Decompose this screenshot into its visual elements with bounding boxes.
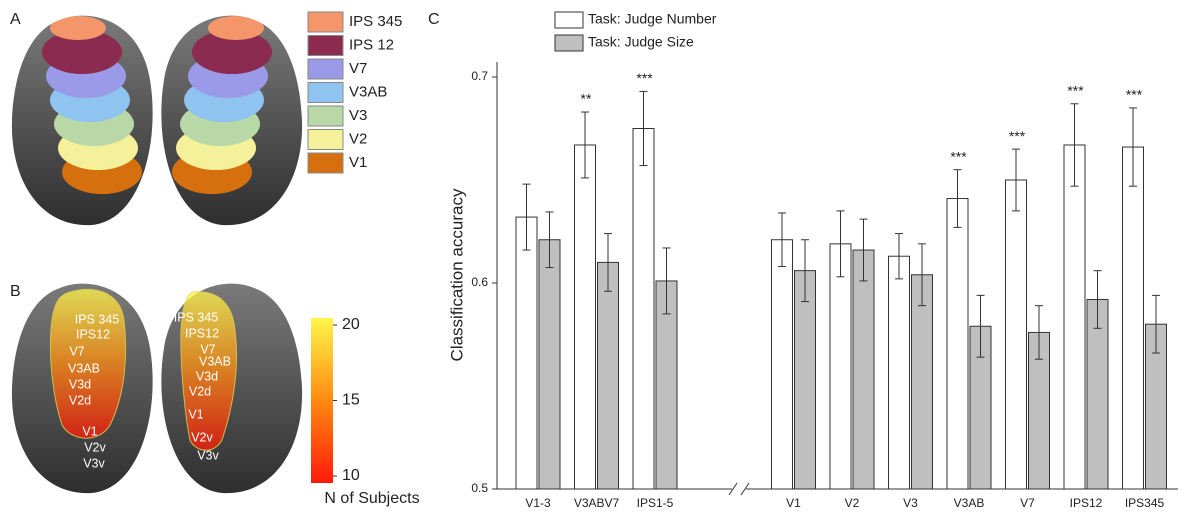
- legend-label: V3: [349, 107, 367, 124]
- roi-label: IPS 345: [75, 312, 120, 326]
- bar: [794, 270, 816, 490]
- bar: [1122, 146, 1144, 490]
- region: [42, 30, 122, 74]
- regions-left: [42, 16, 142, 194]
- bar: [829, 243, 852, 490]
- roi-label: V3v: [197, 448, 219, 462]
- roi-label: V3d: [196, 369, 218, 383]
- x-tick-label: V2: [845, 496, 860, 510]
- legend-swatch: [307, 152, 344, 174]
- legend-swatch: [307, 35, 344, 56]
- bar: [515, 216, 538, 490]
- region: [208, 16, 264, 40]
- region: [192, 30, 272, 74]
- panel-label: C: [428, 11, 440, 28]
- bar: [574, 144, 596, 490]
- y-axis-label: Classification accuracy: [447, 188, 466, 361]
- roi-label: V2d: [69, 393, 91, 407]
- region: [50, 16, 106, 40]
- bar: [852, 249, 875, 490]
- bar: [597, 261, 619, 490]
- x-tick-label: V1: [786, 496, 801, 510]
- bar: [888, 255, 910, 490]
- x-tick-label: V7: [1020, 496, 1035, 510]
- panel-label: A: [10, 11, 21, 28]
- colorbar: [311, 318, 333, 483]
- legend-label: V7: [349, 60, 367, 77]
- significance: ***: [950, 148, 967, 164]
- legend-swatch: [307, 58, 344, 80]
- regions-right: [172, 16, 272, 194]
- significance: **: [581, 91, 592, 107]
- roi-label: IPS 345: [174, 310, 219, 324]
- roi-label: V2v: [84, 440, 106, 454]
- y-tick-label: 0.6: [471, 275, 488, 289]
- roi-label: V3AB: [199, 354, 231, 368]
- roi-label: V2d: [189, 384, 211, 398]
- roi-label: V7: [200, 342, 215, 356]
- bar: [946, 198, 969, 490]
- colorbar-tick-label: 20: [342, 316, 360, 333]
- axis-break: [740, 482, 750, 496]
- roi-label: V3AB: [68, 361, 100, 375]
- roi-label: V1: [82, 424, 97, 438]
- roi-label: V3v: [83, 456, 105, 470]
- legend-label: V3AB: [349, 83, 387, 100]
- x-tick-label: V1-3: [525, 496, 551, 510]
- x-tick-label: IPS12: [1070, 496, 1103, 510]
- roi-label: V7: [69, 344, 84, 358]
- roi-label: V3d: [69, 377, 91, 391]
- legend-swatch: [307, 82, 344, 103]
- activation: [180, 291, 238, 451]
- legend-swatch: [554, 34, 584, 52]
- colorbar-tick-label: 15: [342, 392, 360, 409]
- x-tick-label: V3: [903, 496, 918, 510]
- legend-swatch: [307, 11, 344, 33]
- colorbar-label: N of Subjects: [324, 490, 419, 507]
- legend-swatch: [307, 129, 344, 150]
- significance: ***: [1009, 128, 1026, 144]
- colorbar-tick-label: 10: [342, 467, 360, 484]
- legend-label: V1: [349, 154, 367, 171]
- y-tick-label: 0.7: [471, 69, 488, 83]
- bar: [771, 239, 793, 490]
- bar: [538, 239, 561, 490]
- roi-label: V2v: [191, 430, 213, 444]
- axis-break: [728, 482, 738, 496]
- x-tick-label: V3AB: [954, 496, 985, 510]
- bar: [1005, 179, 1027, 490]
- x-tick-label: IPS1-5: [637, 496, 674, 510]
- roi-label: V1: [188, 407, 203, 421]
- bar: [911, 274, 933, 490]
- legend-label: Task: Judge Size: [588, 34, 694, 50]
- roi-label: IPS12: [185, 326, 219, 340]
- bar: [1063, 144, 1086, 490]
- significance: ***: [1126, 87, 1143, 103]
- x-tick-label: V3ABV7: [574, 496, 620, 510]
- x-tick-label: IPS345: [1125, 496, 1165, 510]
- activation: [49, 288, 127, 439]
- y-tick-label: 0.5: [471, 481, 488, 495]
- significance: ***: [1067, 82, 1084, 98]
- significance: ***: [636, 70, 653, 86]
- legend-label: IPS 345: [349, 13, 402, 30]
- panel-label: B: [10, 283, 21, 300]
- legend-label: IPS 12: [349, 36, 394, 53]
- legend-label: V2: [349, 130, 367, 147]
- legend-swatch: [554, 11, 584, 29]
- roi-label: IPS12: [76, 327, 110, 341]
- legend-swatch: [307, 105, 344, 127]
- bar: [632, 128, 655, 490]
- legend-label: Task: Judge Number: [588, 11, 717, 27]
